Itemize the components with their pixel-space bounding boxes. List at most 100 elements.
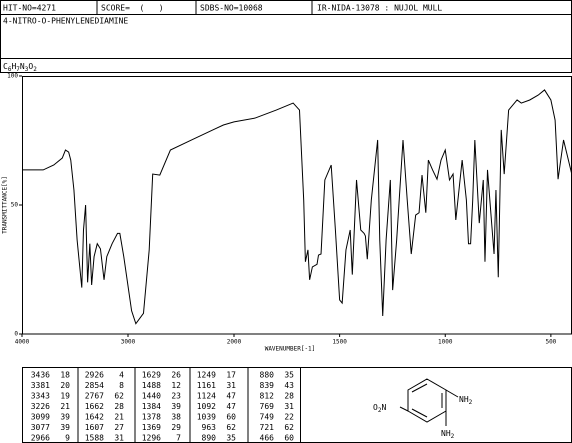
substituent: NH2 xyxy=(441,429,455,441)
double-bond xyxy=(411,408,428,418)
peak-transmittance: 60 xyxy=(284,434,294,443)
peak-wavenumber: 3343 xyxy=(31,392,50,401)
spectrum-line xyxy=(22,89,572,325)
peak-wavenumber: 1296 xyxy=(142,434,161,443)
peak-wavenumber: 1161 xyxy=(197,381,216,390)
peak-transmittance: 29 xyxy=(171,423,181,432)
method: IR-NIDA-13078 : NUJOL MULL xyxy=(317,4,442,13)
peak-transmittance: 62 xyxy=(284,423,294,432)
peak-wavenumber: 2926 xyxy=(85,371,104,380)
formula: C6H7N3O2 xyxy=(3,62,37,74)
peak-wavenumber: 749 xyxy=(260,413,275,422)
peak-transmittance: 12 xyxy=(171,381,181,390)
peak-transmittance: 4 xyxy=(119,371,124,380)
peak-transmittance: 60 xyxy=(226,413,236,422)
peak-transmittance: 19 xyxy=(60,392,70,401)
peak-transmittance: 28 xyxy=(114,402,124,411)
peak-wavenumber: 1124 xyxy=(197,392,216,401)
peak-transmittance: 7 xyxy=(176,434,181,443)
x-tick-label: 4000 xyxy=(15,339,30,346)
peak-wavenumber: 2767 xyxy=(85,392,104,401)
x-tick-label: 500 xyxy=(545,339,556,346)
peak-transmittance: 39 xyxy=(171,402,181,411)
x-axis-label: WAVENUMBER[-1] xyxy=(265,346,316,353)
structure-box xyxy=(300,367,572,443)
peak-wavenumber: 1369 xyxy=(142,423,161,432)
structure xyxy=(399,378,459,426)
substituent: NH2 xyxy=(459,395,473,407)
peak-transmittance: 62 xyxy=(114,392,124,401)
header-row xyxy=(0,0,572,15)
hit-no: HIT-NO=4271 xyxy=(3,4,56,13)
peak-wavenumber: 839 xyxy=(260,381,275,390)
peak-transmittance: 8 xyxy=(119,381,124,390)
peak-wavenumber: 3436 xyxy=(31,371,50,380)
x-tick-label: 1000 xyxy=(438,339,453,346)
sdbs-no: SDBS-NO=10068 xyxy=(200,4,263,13)
peak-wavenumber: 721 xyxy=(260,423,275,432)
x-tick-label: 1500 xyxy=(332,339,347,346)
peak-wavenumber: 1378 xyxy=(142,413,161,422)
peak-wavenumber: 3226 xyxy=(31,402,50,411)
peak-wavenumber: 1588 xyxy=(85,434,104,443)
peak-transmittance: 31 xyxy=(114,434,124,443)
bond xyxy=(445,389,459,398)
peak-wavenumber: 1629 xyxy=(142,371,161,380)
peak-transmittance: 26 xyxy=(171,371,181,380)
substituent: O2N xyxy=(373,403,386,415)
peak-transmittance: 17 xyxy=(226,371,236,380)
peak-wavenumber: 1039 xyxy=(197,413,216,422)
peak-wavenumber: 2854 xyxy=(85,381,104,390)
peak-wavenumber: 1384 xyxy=(142,402,161,411)
x-tick-label: 2000 xyxy=(227,339,242,346)
double-bond xyxy=(411,383,428,393)
peak-transmittance: 22 xyxy=(284,413,294,422)
peak-transmittance: 35 xyxy=(226,434,236,443)
peak-transmittance: 39 xyxy=(60,423,70,432)
peak-wavenumber: 1607 xyxy=(85,423,104,432)
y-tick-label: 50 xyxy=(11,202,19,209)
score: SCORE= ( ) xyxy=(101,4,164,13)
y-axis-label: TRANSMITTANCE[%] xyxy=(2,176,9,234)
peak-wavenumber: 1662 xyxy=(85,402,104,411)
peak-transmittance: 31 xyxy=(284,402,294,411)
peak-transmittance: 62 xyxy=(226,423,236,432)
peak-wavenumber: 3381 xyxy=(31,381,50,390)
peak-wavenumber: 963 xyxy=(202,423,217,432)
peak-transmittance: 21 xyxy=(114,413,124,422)
peak-transmittance: 20 xyxy=(60,381,70,390)
peak-wavenumber: 1092 xyxy=(197,402,216,411)
peak-transmittance: 9 xyxy=(65,434,70,443)
peak-wavenumber: 769 xyxy=(260,402,275,411)
peak-wavenumber: 1642 xyxy=(85,413,104,422)
compound-name: 4-NITRO-O-PHENYLENEDIAMINE xyxy=(3,17,128,26)
bond xyxy=(399,406,409,412)
peak-wavenumber: 1249 xyxy=(197,371,216,380)
peak-transmittance: 27 xyxy=(114,423,124,432)
peak-transmittance: 23 xyxy=(171,392,181,401)
peak-wavenumber: 812 xyxy=(260,392,275,401)
peak-transmittance: 43 xyxy=(284,381,294,390)
peak-transmittance: 35 xyxy=(284,371,294,380)
peak-transmittance: 47 xyxy=(226,392,236,401)
benzene-ring xyxy=(407,378,447,423)
x-tick-label: 3000 xyxy=(121,339,136,346)
peak-transmittance: 47 xyxy=(226,402,236,411)
formula-box xyxy=(0,58,572,73)
peak-wavenumber: 890 xyxy=(202,434,217,443)
peak-wavenumber: 3077 xyxy=(31,423,50,432)
peak-transmittance: 18 xyxy=(60,371,70,380)
peak-wavenumber: 880 xyxy=(260,371,275,380)
peak-wavenumber: 3099 xyxy=(31,413,50,422)
peak-wavenumber: 466 xyxy=(260,434,275,443)
peak-wavenumber: 1488 xyxy=(142,381,161,390)
peak-wavenumber: 1440 xyxy=(142,392,161,401)
y-tick-label: 0 xyxy=(14,331,18,338)
peak-wavenumber: 2966 xyxy=(31,434,50,443)
y-tick-label: 100 xyxy=(7,73,18,80)
peak-transmittance: 21 xyxy=(60,402,70,411)
peak-transmittance: 38 xyxy=(171,413,181,422)
peak-transmittance: 28 xyxy=(284,392,294,401)
peak-transmittance: 39 xyxy=(60,413,70,422)
